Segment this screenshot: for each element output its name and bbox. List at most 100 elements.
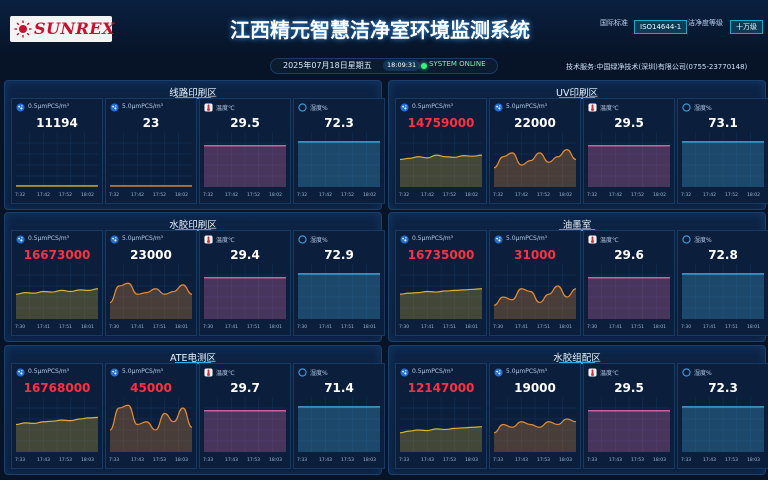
trend-area: [298, 406, 380, 452]
trend-line: [494, 148, 576, 169]
x-tick-label: 18:02: [81, 193, 94, 198]
x-tick-label: 18:02: [559, 193, 572, 198]
x-tick-label: 7:32: [399, 193, 410, 198]
metric-label: 湿度%: [310, 105, 328, 112]
thermometer-icon: [204, 235, 213, 244]
x-tick-label: 7:30: [109, 325, 120, 330]
metric-card: 湿度% 72.8 7:30 17:41 17:51 18:01: [677, 230, 768, 336]
trend-area: [204, 145, 286, 187]
trend-chart: [400, 264, 482, 319]
particle-icon: [110, 368, 119, 377]
thermometer-icon: [588, 368, 597, 377]
metric-value: 29.4: [230, 248, 260, 262]
x-tick-label: 17:41: [319, 325, 332, 330]
x-tick-label: 18:01: [465, 325, 478, 330]
trend-chart: [16, 264, 98, 319]
metric-value: 29.7: [230, 381, 260, 395]
x-tick-label: 18:03: [175, 458, 188, 463]
trend-line: [16, 416, 98, 426]
metric-label: 0.5μmPCS/m³: [28, 103, 70, 110]
humidity-icon: [682, 368, 691, 377]
metric-card: 湿度% 72.9 7:30 17:41 17:51 18:01: [293, 230, 385, 336]
x-tick-label: 18:01: [653, 325, 666, 330]
x-tick-label: 17:43: [515, 458, 528, 463]
x-tick-label: 17:51: [443, 325, 456, 330]
trend-chart: [16, 397, 98, 452]
x-tick-label: 7:30: [297, 325, 308, 330]
zone-title: ATE电测区: [169, 353, 217, 364]
x-tick-label: 18:03: [559, 458, 572, 463]
x-tick-label: 17:51: [341, 325, 354, 330]
x-tick-label: 17:53: [247, 458, 260, 463]
metric-label: 温度℃: [600, 237, 619, 244]
tech-service-text: 技术服务:中国绿净技术(深圳)有限公司(0755-23770148): [566, 63, 748, 71]
x-tick-label: 17:42: [131, 193, 144, 198]
metric-value: 72.3: [324, 116, 354, 130]
metric-label: 5.0μmPCS/m³: [506, 103, 548, 110]
x-tick-label: 18:03: [81, 458, 94, 463]
x-tick-label: 7:33: [109, 458, 120, 463]
metric-label: 湿度%: [310, 370, 328, 377]
trend-area: [494, 286, 576, 319]
metric-value: 29.5: [614, 381, 644, 395]
trend-chart: [588, 132, 670, 187]
x-tick-label: 18:01: [269, 325, 282, 330]
metric-label: 0.5μmPCS/m³: [28, 235, 70, 242]
trend-area: [110, 405, 192, 452]
metric-card: 0.5μmPCS/m³ 12147000 7:33 17:43 17:53 18:03: [395, 363, 487, 469]
trend-line: [110, 404, 192, 431]
metric-card: 5.0μmPCS/m³ 22000 7:32 17:42 17:52 18:02: [489, 98, 581, 204]
x-tick-label: 18:02: [747, 193, 760, 198]
humidity-icon: [682, 235, 691, 244]
x-tick-label: 18:03: [269, 458, 282, 463]
x-tick-label: 17:43: [421, 458, 434, 463]
metric-card: 5.0μmPCS/m³ 23000 7:30 17:41 17:51 18:01: [105, 230, 197, 336]
x-tick-label: 7:32: [15, 193, 26, 198]
sun-icon: [14, 20, 32, 38]
trend-area: [400, 288, 482, 319]
metric-label: 湿度%: [310, 237, 328, 244]
thermometer-icon: [588, 103, 597, 112]
x-tick-label: 7:30: [587, 325, 598, 330]
x-tick-label: 17:52: [247, 193, 260, 198]
trend-area: [16, 417, 98, 452]
x-tick-label: 7:30: [681, 325, 692, 330]
metric-label: 5.0μmPCS/m³: [506, 368, 548, 375]
particle-icon: [400, 368, 409, 377]
metric-value: 29.5: [230, 116, 260, 130]
trend-chart: [110, 264, 192, 319]
trend-line: [400, 426, 482, 434]
x-tick-label: 17:43: [703, 458, 716, 463]
trend-chart: [682, 132, 764, 187]
level-label: 洁净度等级: [688, 19, 723, 27]
x-tick-label: 17:53: [59, 458, 72, 463]
metric-value: 72.8: [708, 248, 738, 262]
metric-value: 71.4: [324, 381, 354, 395]
standard-label: 国际标准: [600, 19, 628, 27]
thermometer-icon: [588, 235, 597, 244]
trend-area: [400, 426, 482, 452]
trend-area: [682, 273, 764, 319]
trend-chart: [204, 264, 286, 319]
x-tick-label: 17:53: [631, 458, 644, 463]
trend-area: [400, 155, 482, 187]
trend-chart: [110, 397, 192, 452]
x-tick-label: 17:51: [537, 325, 550, 330]
trend-chart: [494, 397, 576, 452]
metric-card: 5.0μmPCS/m³ 31000 7:30 17:41 17:51 18:01: [489, 230, 581, 336]
level-badge: 十万级: [730, 20, 763, 34]
trend-line: [400, 288, 482, 295]
x-tick-label: 7:30: [203, 325, 214, 330]
metric-card: 温度℃ 29.5 7:32 17:42 17:52 18:02: [199, 98, 291, 204]
metric-value: 23: [142, 116, 160, 130]
x-tick-label: 7:30: [399, 325, 410, 330]
trend-chart: [298, 264, 380, 319]
zone-panel: ATE电测区 0.5μmPCS/m³ 16768000 7:33 17:43 17:53 1…: [4, 345, 385, 475]
x-tick-label: 18:02: [269, 193, 282, 198]
x-tick-label: 17:42: [225, 193, 238, 198]
trend-chart: [494, 264, 576, 319]
x-tick-label: 17:42: [319, 193, 332, 198]
x-tick-label: 17:41: [131, 325, 144, 330]
trend-chart: [588, 397, 670, 452]
metric-label: 5.0μmPCS/m³: [122, 368, 164, 375]
